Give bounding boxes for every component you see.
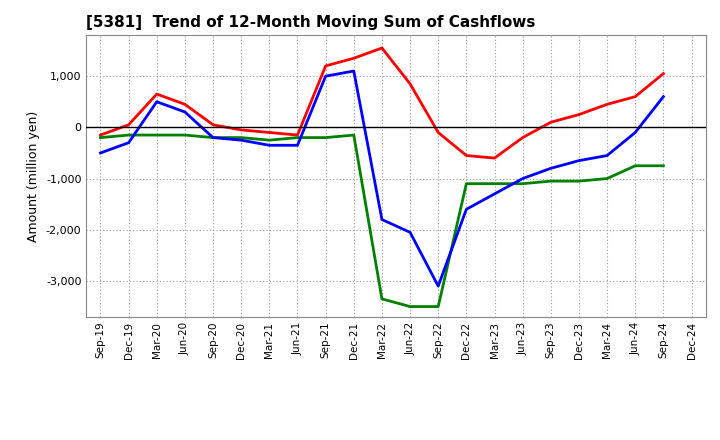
Operating Cashflow	[406, 81, 415, 87]
Free Cashflow	[406, 230, 415, 235]
Line: Investing Cashflow: Investing Cashflow	[101, 135, 663, 307]
Operating Cashflow	[265, 130, 274, 135]
Free Cashflow	[377, 217, 386, 222]
Y-axis label: Amount (million yen): Amount (million yen)	[27, 110, 40, 242]
Investing Cashflow	[349, 132, 358, 138]
Free Cashflow	[181, 110, 189, 115]
Operating Cashflow	[96, 132, 105, 138]
Free Cashflow	[631, 130, 639, 135]
Operating Cashflow	[659, 71, 667, 76]
Free Cashflow	[125, 140, 133, 145]
Free Cashflow	[349, 68, 358, 73]
Investing Cashflow	[490, 181, 499, 186]
Operating Cashflow	[434, 130, 443, 135]
Operating Cashflow	[490, 155, 499, 161]
Line: Operating Cashflow: Operating Cashflow	[101, 48, 663, 158]
Investing Cashflow	[265, 138, 274, 143]
Free Cashflow	[237, 138, 246, 143]
Investing Cashflow	[659, 163, 667, 169]
Operating Cashflow	[125, 122, 133, 128]
Investing Cashflow	[546, 179, 555, 184]
Investing Cashflow	[377, 296, 386, 301]
Operating Cashflow	[293, 132, 302, 138]
Operating Cashflow	[181, 102, 189, 107]
Operating Cashflow	[631, 94, 639, 99]
Investing Cashflow	[603, 176, 611, 181]
Investing Cashflow	[321, 135, 330, 140]
Operating Cashflow	[575, 112, 583, 117]
Free Cashflow	[321, 73, 330, 79]
Free Cashflow	[518, 176, 527, 181]
Free Cashflow	[603, 153, 611, 158]
Investing Cashflow	[125, 132, 133, 138]
Free Cashflow	[659, 94, 667, 99]
Free Cashflow	[462, 207, 471, 212]
Free Cashflow	[96, 150, 105, 156]
Investing Cashflow	[209, 135, 217, 140]
Investing Cashflow	[293, 135, 302, 140]
Investing Cashflow	[434, 304, 443, 309]
Investing Cashflow	[406, 304, 415, 309]
Operating Cashflow	[209, 122, 217, 128]
Investing Cashflow	[518, 181, 527, 186]
Operating Cashflow	[377, 45, 386, 51]
Free Cashflow	[153, 99, 161, 104]
Investing Cashflow	[153, 132, 161, 138]
Operating Cashflow	[349, 55, 358, 61]
Operating Cashflow	[603, 102, 611, 107]
Line: Free Cashflow: Free Cashflow	[101, 71, 663, 286]
Operating Cashflow	[321, 63, 330, 69]
Free Cashflow	[434, 283, 443, 289]
Free Cashflow	[575, 158, 583, 163]
Operating Cashflow	[462, 153, 471, 158]
Free Cashflow	[293, 143, 302, 148]
Investing Cashflow	[96, 135, 105, 140]
Investing Cashflow	[575, 179, 583, 184]
Investing Cashflow	[462, 181, 471, 186]
Text: [5381]  Trend of 12-Month Moving Sum of Cashflows: [5381] Trend of 12-Month Moving Sum of C…	[86, 15, 536, 30]
Investing Cashflow	[237, 135, 246, 140]
Investing Cashflow	[631, 163, 639, 169]
Operating Cashflow	[153, 92, 161, 97]
Free Cashflow	[490, 191, 499, 197]
Free Cashflow	[265, 143, 274, 148]
Free Cashflow	[209, 135, 217, 140]
Operating Cashflow	[546, 120, 555, 125]
Free Cashflow	[546, 166, 555, 171]
Operating Cashflow	[518, 135, 527, 140]
Operating Cashflow	[237, 127, 246, 132]
Investing Cashflow	[181, 132, 189, 138]
